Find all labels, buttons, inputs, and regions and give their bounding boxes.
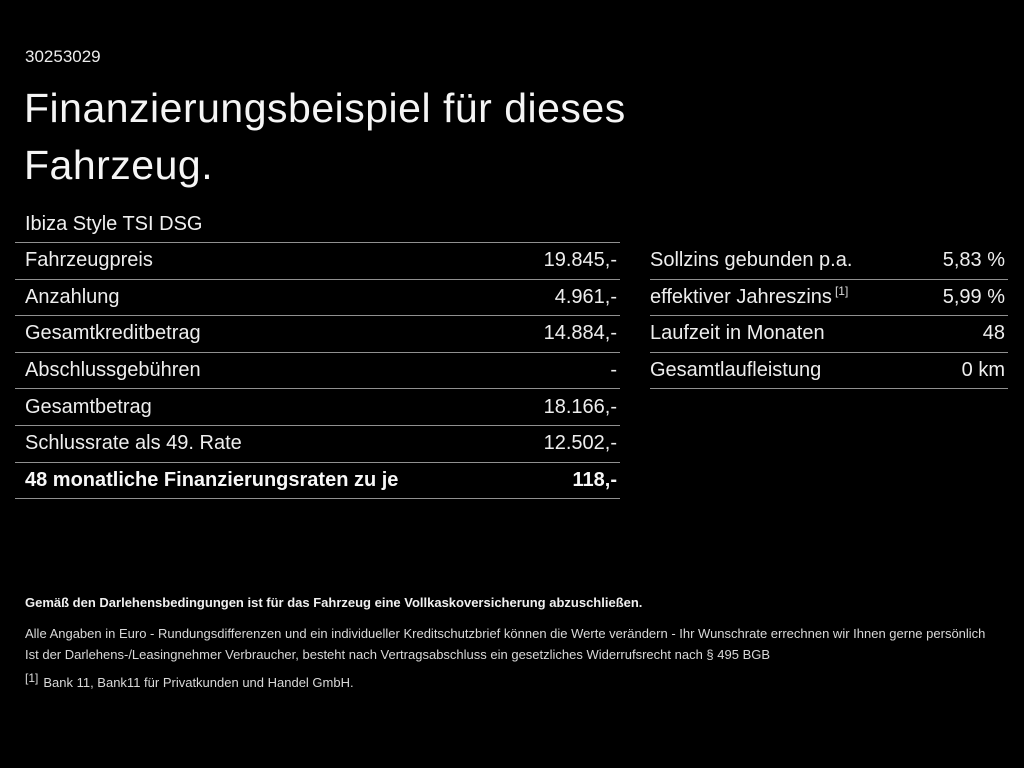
document-number: 30253029 bbox=[25, 47, 101, 66]
condition-row-effektiver-jahreszins: effektiver Jahreszins [1] 5,99 % bbox=[650, 280, 1008, 317]
condition-row-label: Gesamtlaufleistung bbox=[650, 359, 822, 382]
finance-row-value: 12.502,- bbox=[543, 432, 617, 455]
finance-row-value: 14.884,- bbox=[543, 322, 617, 345]
finance-row-gesamtkreditbetrag: Gesamtkreditbetrag 14.884,- bbox=[15, 316, 620, 353]
finance-row-value: - bbox=[610, 359, 617, 382]
condition-row-value: 5,83 % bbox=[942, 249, 1005, 272]
footer: Gemäß den Darlehensbedingungen ist für d… bbox=[25, 596, 1004, 690]
condition-row-sollzins: Sollzins gebunden p.a. 5,83 % bbox=[650, 243, 1008, 280]
condition-row-label: Laufzeit in Monaten bbox=[650, 322, 825, 345]
finance-row-value: 18.166,- bbox=[543, 395, 617, 418]
finance-row-monatsrate: 48 monatliche Finanzierungsraten zu je 1… bbox=[15, 463, 620, 500]
disclaimer-line-1: Alle Angaben in Euro - Rundungsdifferenz… bbox=[25, 626, 986, 641]
footnote-text: Bank 11, Bank11 für Privatkunden und Han… bbox=[43, 675, 354, 690]
finance-row-label: Abschlussgebühren bbox=[25, 359, 201, 382]
condition-row-value: 48 bbox=[982, 322, 1005, 345]
finance-row-fahrzeugpreis: Fahrzeugpreis 19.845,- bbox=[15, 243, 620, 280]
footnote: [1] Bank 11, Bank11 für Privatkunden und … bbox=[25, 672, 1004, 690]
page-title: Finanzierungsbeispiel für dieses Fahrzeu… bbox=[24, 85, 626, 188]
condition-row-value: 5,99 % bbox=[942, 285, 1005, 308]
finance-row-value: 4.961,- bbox=[554, 285, 617, 308]
finance-row-value: 118,- bbox=[572, 468, 617, 491]
insurance-note: Gemäß den Darlehensbedingungen ist für d… bbox=[25, 595, 643, 610]
footnote-marker: [1] bbox=[834, 284, 849, 299]
condition-row-label: effektiver Jahreszins [1] bbox=[650, 284, 849, 308]
finance-row-label: Fahrzeugpreis bbox=[25, 249, 153, 272]
condition-row-label: Sollzins gebunden p.a. bbox=[650, 249, 853, 272]
finance-row-label: Gesamtkreditbetrag bbox=[25, 322, 201, 345]
condition-row-gesamtlaufleistung: Gesamtlaufleistung 0 km bbox=[650, 353, 1008, 390]
conditions-table: Sollzins gebunden p.a. 5,83 % effektiver… bbox=[650, 243, 1008, 390]
vehicle-model-header: Ibiza Style TSI DSG bbox=[15, 205, 620, 243]
finance-row-label: Schlussrate als 49. Rate bbox=[25, 432, 242, 455]
finance-table: Ibiza Style TSI DSG Fahrzeugpreis 19.845… bbox=[15, 205, 620, 500]
finance-row-abschlussgebuehren: Abschlussgebühren - bbox=[15, 353, 620, 390]
finance-row-value: 19.845,- bbox=[543, 249, 617, 272]
disclaimer-line-2: Ist der Darlehens-/Leasingnehmer Verbrau… bbox=[25, 647, 771, 662]
condition-row-value: 0 km bbox=[961, 359, 1005, 382]
footnote-marker: [1] bbox=[25, 670, 39, 685]
finance-row-anzahlung: Anzahlung 4.961,- bbox=[15, 280, 620, 317]
finance-row-schlussrate: Schlussrate als 49. Rate 12.502,- bbox=[15, 426, 620, 463]
finance-row-label: Anzahlung bbox=[25, 285, 120, 308]
condition-row-laufzeit: Laufzeit in Monaten 48 bbox=[650, 316, 1008, 353]
finance-row-gesamtbetrag: Gesamtbetrag 18.166,- bbox=[15, 389, 620, 426]
finance-row-label: 48 monatliche Finanzierungsraten zu je bbox=[25, 468, 399, 491]
finance-row-label: Gesamtbetrag bbox=[25, 395, 152, 418]
